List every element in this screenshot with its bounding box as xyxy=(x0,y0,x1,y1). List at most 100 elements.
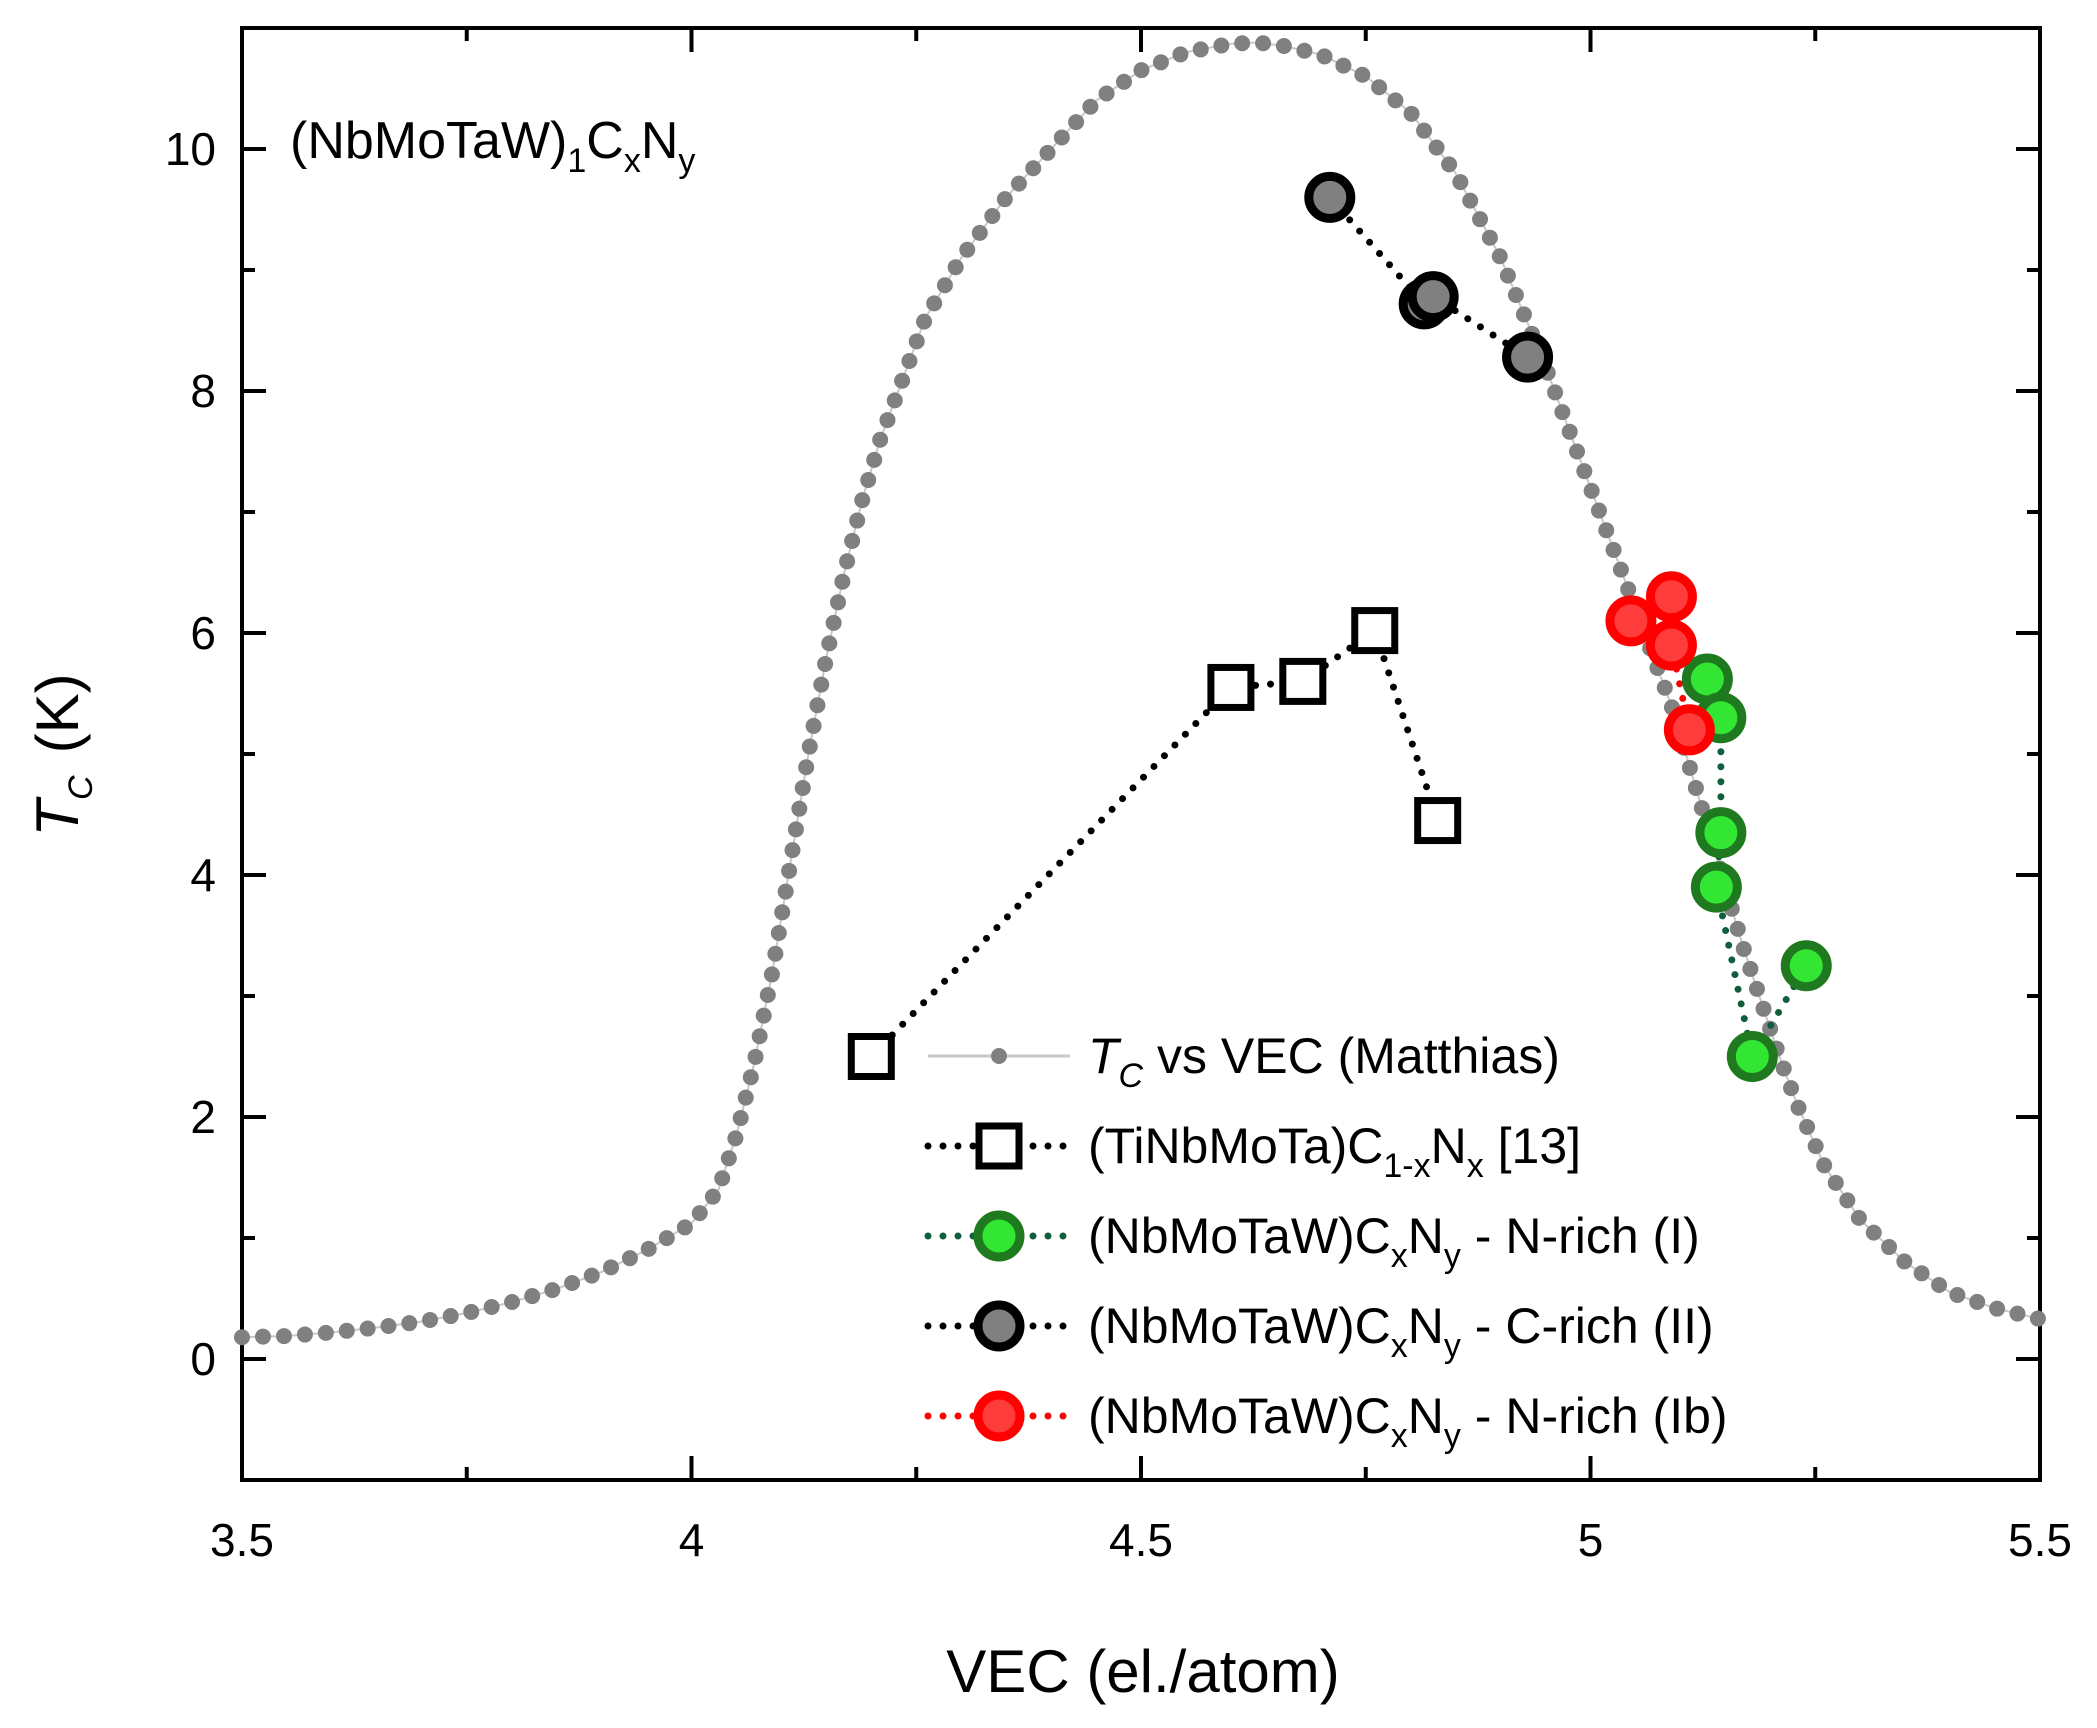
series-matthias-point xyxy=(658,1230,675,1247)
series-matthias-point xyxy=(583,1267,600,1284)
series-matthias-point xyxy=(1255,35,1272,52)
series-matthias-point xyxy=(401,1315,418,1332)
series-matthias-point xyxy=(821,635,838,652)
series-matthias-point xyxy=(1931,1277,1948,1294)
legend-marker-matthias xyxy=(991,1048,1007,1064)
series-matthias-point xyxy=(504,1294,521,1311)
series-matthias-point xyxy=(1569,443,1586,460)
series-matthias-point xyxy=(1053,129,1070,146)
series-matthias-point xyxy=(1547,384,1564,401)
series-matthias-point xyxy=(544,1282,561,1299)
series-matthias-point xyxy=(359,1320,376,1337)
series-tinbmota-point xyxy=(1414,797,1462,845)
series-matthias-point xyxy=(1598,522,1615,539)
series-matthias-point xyxy=(834,573,851,590)
series-matthias-point xyxy=(844,532,861,549)
series-matthias-point xyxy=(908,333,925,350)
series-matthias-point xyxy=(1213,37,1230,54)
series-tinbmota-point xyxy=(1279,657,1327,705)
series-matthias-point xyxy=(984,208,1001,225)
y-tick-label: 8 xyxy=(190,365,216,417)
series-matthias-point xyxy=(691,1205,708,1222)
series-matthias-point xyxy=(1799,1118,1816,1135)
series-matthias-point xyxy=(879,412,896,429)
series-matthias-point xyxy=(916,313,933,330)
series-matthias-point xyxy=(1850,1209,1867,1226)
legend-marker-tinbmota xyxy=(975,1122,1023,1170)
series-matthias-point xyxy=(1742,960,1759,977)
series-matthias-point xyxy=(1620,581,1637,598)
series-matthias-point xyxy=(755,1007,772,1024)
series-matthias-point xyxy=(1234,35,1251,52)
legend-label-c-rich-ii: (NbMoTaW)CxNy - C-rich (II) xyxy=(1088,1298,1714,1365)
x-tick-label: 5.5 xyxy=(2008,1514,2072,1566)
series-matthias-point xyxy=(1755,1000,1772,1017)
series-matthias-point xyxy=(1783,1080,1800,1097)
series-matthias-point xyxy=(801,738,818,755)
series-matthias-point xyxy=(2009,1305,2026,1322)
series-matthias-point xyxy=(1452,174,1469,191)
series-matthias-point xyxy=(338,1322,355,1339)
series-n-rich-ib-point xyxy=(1663,704,1715,756)
series-matthias-point xyxy=(1296,42,1313,59)
series-matthias-point xyxy=(774,904,791,921)
series-matthias-point xyxy=(860,472,877,489)
legend-marker-n-rich-i xyxy=(973,1210,1025,1262)
legend-symbols xyxy=(924,1048,1074,1442)
series-matthias-point xyxy=(1612,561,1629,578)
series-matthias-point xyxy=(1098,85,1115,102)
series-n-rich-i-line xyxy=(1703,675,1810,1066)
series-matthias-point xyxy=(830,594,847,611)
series-c-rich-ii-point xyxy=(1304,171,1356,223)
series-matthias-point xyxy=(1387,92,1404,109)
series-matthias-point xyxy=(296,1326,313,1343)
series-matthias-point xyxy=(1499,267,1516,284)
series-matthias-point xyxy=(1039,144,1056,161)
series-matthias-point xyxy=(640,1240,657,1257)
y-tick-label: 10 xyxy=(165,123,216,175)
panel-title: (NbMoTaW)1CxNy xyxy=(290,112,695,180)
series-matthias-point xyxy=(1605,541,1622,558)
series-matthias-point xyxy=(1554,404,1571,421)
series-matthias-point xyxy=(1472,211,1489,228)
series-matthias-point xyxy=(1068,114,1085,131)
series-matthias-point xyxy=(1371,79,1388,96)
series-matthias-point xyxy=(781,862,798,879)
series-matthias-point xyxy=(564,1275,581,1292)
series-matthias-point xyxy=(1969,1293,1986,1310)
series-matthias-point xyxy=(839,553,856,570)
series-matthias-point xyxy=(794,779,811,796)
series-matthias-point xyxy=(234,1329,250,1346)
series-matthias-point xyxy=(1354,66,1371,83)
series-matthias-point xyxy=(926,295,943,312)
series-matthias-point xyxy=(777,883,794,900)
series-matthias-point xyxy=(849,512,866,529)
series-matthias-point xyxy=(621,1250,638,1267)
series-tinbmota-point xyxy=(1207,663,1255,711)
series-matthias-point xyxy=(1515,306,1532,323)
series-matthias-point xyxy=(1115,73,1132,90)
series-matthias-point xyxy=(1656,679,1673,696)
series-matthias-point xyxy=(770,925,787,942)
series-matthias-point xyxy=(1275,38,1292,55)
series-n-rich-ib-point xyxy=(1605,595,1657,647)
series-matthias-point xyxy=(747,1048,764,1065)
series-matthias-point xyxy=(524,1288,541,1305)
series-matthias-point xyxy=(1989,1300,2006,1317)
series-matthias-point xyxy=(813,676,830,693)
series-matthias-point xyxy=(1192,41,1209,58)
series-matthias-point xyxy=(787,821,804,838)
x-tick-label: 4 xyxy=(679,1514,705,1566)
legend-label-n-rich-ib: (NbMoTaW)CxNy - N-rich (Ib) xyxy=(1088,1388,1728,1455)
legend-marker-n-rich-ib xyxy=(973,1390,1025,1442)
series-matthias-point xyxy=(2029,1310,2046,1327)
x-tick-label: 3.5 xyxy=(210,1514,274,1566)
series-matthias-point xyxy=(784,842,801,859)
series-matthias-point xyxy=(720,1150,737,1167)
series-matthias-point xyxy=(894,372,911,389)
legend-label-tinbmota: (TiNbMoTa)C1-xNx [13] xyxy=(1088,1118,1581,1185)
series-matthias-point xyxy=(971,224,988,241)
series-matthias-point xyxy=(1827,1174,1844,1191)
